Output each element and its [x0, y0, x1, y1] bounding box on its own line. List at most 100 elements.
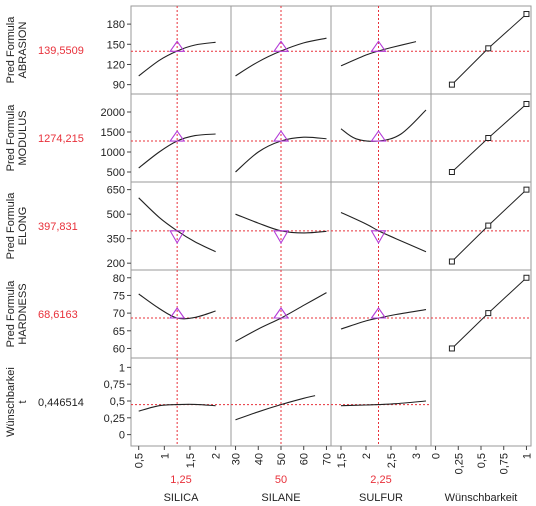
- profile-curve: [340, 400, 427, 407]
- panel-frame: [130, 93, 232, 183]
- x-tick-label: 3: [411, 453, 423, 459]
- panel-frame: [130, 357, 232, 447]
- x-tick-label: 0,75: [499, 453, 511, 474]
- desirability-handle[interactable]: [523, 186, 530, 193]
- response-label-line: t: [17, 400, 29, 403]
- desirability-marker: [370, 230, 387, 244]
- response-current-value: 1274,215: [38, 133, 84, 145]
- desirability-marker: [169, 130, 186, 142]
- response-label: Pred FormulaELONG: [5, 192, 29, 260]
- panel-frame: [430, 269, 532, 359]
- response-label-line: Pred Formula: [5, 104, 17, 172]
- panel-frame: [130, 5, 232, 95]
- desirability-handle[interactable]: [485, 45, 492, 52]
- response-current-value: 0,446514: [38, 397, 84, 409]
- response-label: Pred FormulaHARDNESS: [5, 280, 29, 348]
- desirability-marker: [272, 130, 290, 142]
- desirability-handle[interactable]: [448, 81, 455, 88]
- desirability-handle[interactable]: [485, 310, 492, 317]
- response-label-line: HARDNESS: [17, 283, 29, 344]
- profile-curve: [235, 395, 316, 421]
- y-tick-label: 75: [113, 290, 125, 302]
- x-tick-label: 1,5: [336, 453, 348, 468]
- panel-frame: [330, 93, 432, 183]
- x-tick-label: 0,5: [476, 453, 488, 468]
- response-current-value: 139,5509: [38, 45, 84, 57]
- y-tick-label: 90: [113, 80, 125, 92]
- y-tick-label: 500: [107, 209, 125, 221]
- desirability-marker: [370, 307, 387, 319]
- response-current-value: 397,831: [38, 221, 78, 233]
- y-tick-label: 1000: [101, 147, 125, 159]
- factor-current-value: 1,25: [170, 474, 191, 486]
- desirability-handle[interactable]: [523, 101, 530, 107]
- response-label-line: ABRASION: [17, 22, 29, 79]
- response-label: Pred FormulaABRASION: [5, 16, 29, 84]
- desirability-handle[interactable]: [523, 11, 530, 18]
- y-tick-label: 80: [113, 273, 125, 285]
- response-label: Pred FormulaMODULUS: [5, 104, 29, 172]
- desirability-marker: [169, 40, 186, 52]
- response-label-line: Pred Formula: [5, 16, 17, 84]
- panel-frame: [430, 181, 532, 271]
- x-tick-label: 2: [211, 453, 223, 459]
- desirability-column-title: Wünschbarkeit: [445, 492, 518, 504]
- response-label-line: ELONG: [17, 207, 29, 246]
- x-tick-label: 70: [321, 453, 333, 465]
- panel-frame: [130, 181, 232, 271]
- y-tick-label: 2000: [101, 107, 125, 119]
- y-tick-label: 70: [113, 308, 125, 320]
- x-tick-label: 1,5: [185, 453, 197, 468]
- desirability-marker: [273, 230, 289, 244]
- y-tick-label: 0,25: [104, 413, 125, 425]
- response-label: Wünschbarkeit: [5, 367, 29, 437]
- y-tick-label: 150: [107, 39, 125, 51]
- desirability-marker: [169, 230, 186, 244]
- x-tick-label: 2: [361, 453, 373, 459]
- factor-name: SILICA: [164, 492, 200, 504]
- y-tick-label: 1: [119, 362, 125, 374]
- desirability-marker: [272, 307, 290, 319]
- response-label-line: MODULUS: [17, 110, 29, 165]
- desirability-handle[interactable]: [485, 135, 492, 141]
- x-tick-label: 50: [276, 453, 288, 465]
- y-tick-label: 350: [107, 234, 125, 246]
- factor-current-value: 50: [275, 474, 287, 486]
- profile-curve: [138, 403, 216, 412]
- x-tick-label: 0,25: [453, 453, 465, 474]
- panel-frame: [430, 357, 532, 447]
- response-label-line: Pred Formula: [5, 192, 17, 260]
- factor-name: SULFUR: [359, 492, 403, 504]
- panel-frame: [330, 269, 432, 359]
- desirability-handle[interactable]: [448, 345, 455, 352]
- y-tick-label: 60: [113, 343, 125, 355]
- x-tick-label: 30: [231, 453, 243, 465]
- panel-frame: [430, 93, 532, 183]
- desirability-marker: [370, 40, 387, 52]
- response-label-line: Wünschbarkei: [5, 367, 17, 437]
- x-tick-label: 0,5: [134, 453, 146, 468]
- x-tick-label: 1: [521, 453, 533, 459]
- desirability-handle[interactable]: [523, 274, 530, 281]
- desirability-handle[interactable]: [448, 258, 455, 265]
- x-tick-label: 60: [299, 453, 311, 465]
- y-tick-label: 0: [119, 430, 125, 442]
- desirability-handle[interactable]: [448, 169, 455, 175]
- panel-frame: [430, 5, 532, 95]
- x-tick-label: 2,5: [386, 453, 398, 468]
- factor-current-value: 2,25: [370, 474, 391, 486]
- y-tick-label: 650: [107, 185, 125, 197]
- x-tick-label: 1: [159, 453, 171, 459]
- desirability-handle[interactable]: [485, 222, 492, 229]
- response-label-line: Pred Formula: [5, 280, 17, 348]
- y-tick-label: 1500: [101, 127, 125, 139]
- y-tick-label: 0,75: [104, 379, 125, 391]
- response-current-value: 68,6163: [38, 309, 78, 321]
- y-tick-label: 120: [107, 59, 125, 71]
- x-tick-label: 0: [431, 453, 443, 459]
- desirability-marker: [370, 130, 387, 142]
- x-tick-label: 40: [253, 453, 265, 465]
- y-tick-label: 0,5: [110, 396, 125, 408]
- y-tick-label: 180: [107, 19, 125, 31]
